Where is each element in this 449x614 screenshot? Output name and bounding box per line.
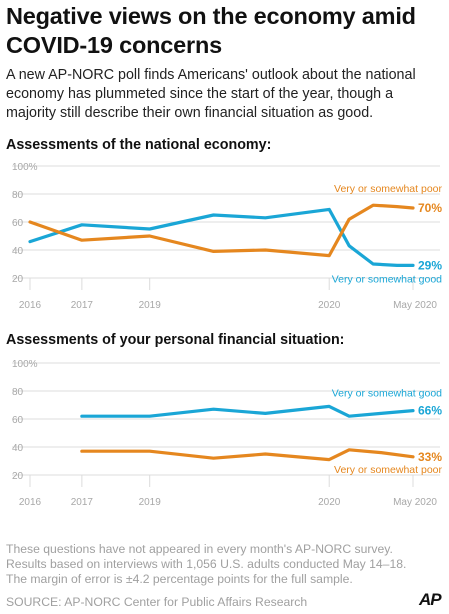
national-y-tick-60: 60 (12, 218, 24, 229)
national-x-tick-label: May 2020 (393, 300, 437, 311)
personal-line-poor (80, 448, 415, 462)
personal-y-tick-20: 20 (12, 471, 24, 482)
national-end-value-poor: 70% (418, 201, 442, 215)
personal-x-tick-label: 2017 (71, 497, 94, 508)
national-y-tick-80: 80 (12, 190, 24, 201)
national-end-value-good: 29% (418, 258, 442, 272)
national-y-tick-100: 100% (12, 162, 38, 173)
personal-x-tick-label: 2020 (318, 497, 341, 508)
national-y-tick-40: 40 (12, 246, 24, 257)
national-economy-chart-title: Assessments of the national economy: (6, 137, 272, 153)
personal-x-tick-label: 2016 (19, 497, 42, 508)
national-line-good (28, 207, 415, 268)
personal-y-tick-80: 80 (12, 387, 24, 398)
national-series-label-poor: Very or somewhat poor (334, 183, 442, 195)
personal-x-tick-label: 2019 (139, 497, 162, 508)
personal-end-value-good: 66% (418, 404, 442, 418)
personal-y-tick-40: 40 (12, 443, 24, 454)
personal-series-label-poor: Very or somewhat poor (334, 464, 442, 476)
national-x-tick-label: 2020 (318, 300, 341, 311)
source-line: SOURCE: AP-NORC Center for Public Affair… (6, 595, 308, 609)
national-x-tick-label: 2016 (19, 300, 42, 311)
national-line-poor (28, 203, 415, 258)
personal-y-tick-100: 100% (12, 359, 38, 370)
national-series-label-good: Very or somewhat good (332, 273, 442, 285)
personal-finance-chart-title: Assessments of your personal financial s… (6, 332, 345, 348)
personal-series-label-good: Very or somewhat good (332, 388, 442, 400)
personal-x-tick-label: May 2020 (393, 497, 437, 508)
methodology-notes: These questions have not appeared in eve… (6, 542, 407, 586)
national-x-tick-label: 2019 (139, 300, 162, 311)
chart-title: Negative views on the economy amid COVID… (6, 3, 416, 58)
personal-end-value-poor: 33% (418, 450, 442, 464)
intro-text: A new AP-NORC poll finds Americans' outl… (6, 67, 416, 121)
personal-line-good (80, 404, 415, 418)
personal-y-tick-60: 60 (12, 415, 24, 426)
national-y-tick-20: 20 (12, 274, 24, 285)
ap-logo: AP (419, 590, 442, 609)
personal-finance-chart: 20 40 60 80 100% 2016 2017 2019 2020 May 2020 66% V… (12, 359, 443, 508)
national-x-tick-label: 2017 (71, 300, 94, 311)
